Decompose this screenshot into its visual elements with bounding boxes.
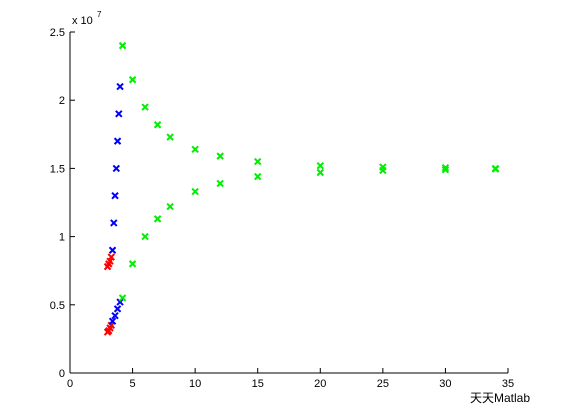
- y-tick-label: 1.5: [50, 163, 65, 175]
- marker: [116, 82, 124, 91]
- marker: [107, 253, 116, 261]
- marker: [191, 145, 199, 154]
- x-tick-label: 5: [130, 378, 136, 390]
- marker: [111, 312, 119, 320]
- marker: [166, 202, 174, 211]
- x-tick-label: 20: [314, 378, 326, 390]
- marker: [153, 215, 162, 223]
- marker: [141, 103, 149, 111]
- watermark: 天天Matlab: [470, 391, 530, 405]
- x-tick-label: 0: [67, 378, 73, 390]
- marker: [166, 133, 174, 141]
- marker: [491, 165, 500, 173]
- y-tick-label: 0.5: [50, 300, 65, 312]
- y-multiplier: x 10: [72, 15, 93, 27]
- marker: [108, 317, 117, 325]
- marker: [379, 166, 387, 175]
- marker: [113, 305, 122, 313]
- marker: [115, 110, 123, 118]
- marker: [141, 232, 149, 241]
- marker: [316, 168, 324, 177]
- marker: [111, 191, 119, 200]
- marker: [118, 294, 127, 302]
- x-tick-label: 35: [502, 378, 514, 390]
- marker: [128, 260, 137, 268]
- marker: [118, 41, 127, 50]
- marker: [191, 187, 199, 196]
- marker: [110, 219, 118, 227]
- marker: [216, 152, 224, 160]
- marker: [128, 76, 137, 84]
- y-tick-label: 2: [59, 95, 65, 107]
- y-tick-label: 0: [59, 368, 65, 380]
- x-tick-label: 30: [439, 378, 451, 390]
- marker: [153, 121, 162, 129]
- marker: [108, 246, 117, 254]
- marker: [254, 172, 262, 181]
- x-tick-label: 10: [189, 378, 201, 390]
- marker: [113, 137, 122, 145]
- marker: [116, 298, 124, 306]
- marker: [316, 161, 324, 170]
- y-tick-label: 2.5: [50, 27, 65, 39]
- marker: [254, 157, 262, 166]
- x-tick-label: 25: [377, 378, 389, 390]
- marker: [112, 164, 121, 173]
- y-tick-label: 1: [59, 232, 65, 244]
- x-tick-label: 15: [252, 378, 264, 390]
- marker: [441, 166, 450, 174]
- y-multiplier-exponent: 7: [97, 10, 102, 19]
- marker: [441, 164, 450, 172]
- marker: [216, 179, 224, 188]
